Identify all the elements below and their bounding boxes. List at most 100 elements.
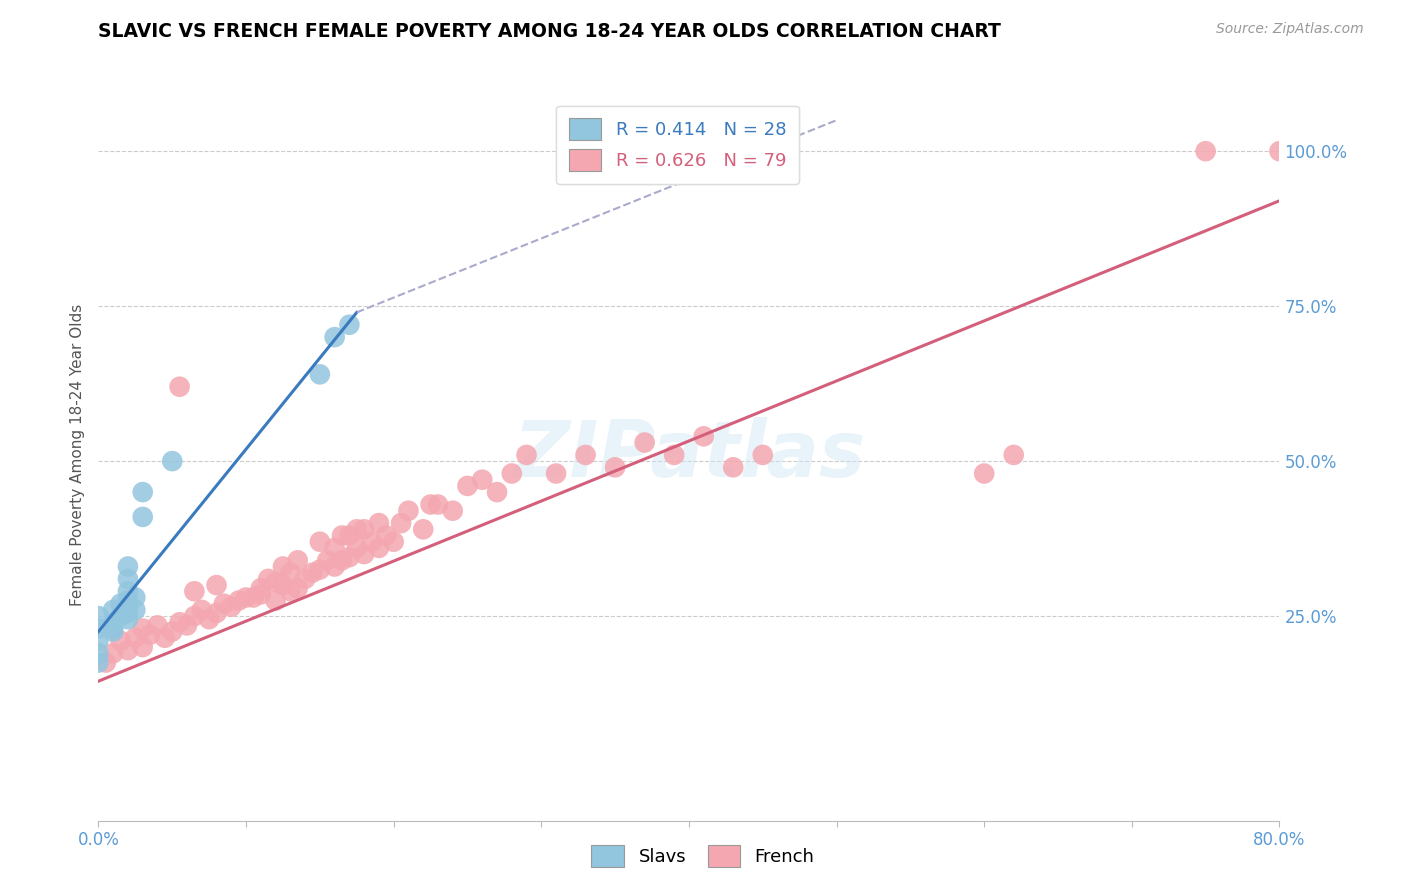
Point xyxy=(87,633,110,648)
Point xyxy=(257,572,280,586)
Point xyxy=(546,467,568,481)
Point xyxy=(486,485,509,500)
Point xyxy=(389,516,412,530)
Point xyxy=(117,584,139,599)
Point xyxy=(110,609,132,624)
Legend: Slavs, French: Slavs, French xyxy=(585,838,821,874)
Point xyxy=(198,612,221,626)
Point xyxy=(169,380,191,394)
Point xyxy=(382,534,405,549)
Point xyxy=(124,591,146,605)
Point xyxy=(973,467,995,481)
Point xyxy=(412,522,434,536)
Point xyxy=(103,646,125,660)
Point xyxy=(132,622,155,636)
Point xyxy=(419,498,441,512)
Text: SLAVIC VS FRENCH FEMALE POVERTY AMONG 18-24 YEAR OLDS CORRELATION CHART: SLAVIC VS FRENCH FEMALE POVERTY AMONG 18… xyxy=(98,22,1001,41)
Point xyxy=(117,643,139,657)
Point xyxy=(664,448,686,462)
Point xyxy=(228,593,250,607)
Point xyxy=(1195,144,1218,158)
Legend: R = 0.414   N = 28, R = 0.626   N = 79: R = 0.414 N = 28, R = 0.626 N = 79 xyxy=(557,105,799,184)
Point xyxy=(191,603,214,617)
Point xyxy=(316,553,339,567)
Point xyxy=(87,622,110,636)
Point xyxy=(132,509,155,524)
Point xyxy=(117,559,139,574)
Point xyxy=(212,597,235,611)
Point xyxy=(176,618,198,632)
Point xyxy=(353,522,375,536)
Point xyxy=(427,498,450,512)
Point xyxy=(368,516,391,530)
Point xyxy=(323,541,346,555)
Point xyxy=(117,612,139,626)
Point xyxy=(693,429,716,443)
Point xyxy=(1268,144,1291,158)
Point xyxy=(132,485,155,500)
Point xyxy=(648,144,671,158)
Point xyxy=(264,593,287,607)
Point xyxy=(360,534,382,549)
Point xyxy=(87,609,110,624)
Point xyxy=(117,572,139,586)
Point xyxy=(103,622,125,636)
Point xyxy=(287,553,309,567)
Point xyxy=(723,460,745,475)
Point xyxy=(132,640,155,654)
Point xyxy=(574,448,596,462)
Point xyxy=(441,504,464,518)
Point xyxy=(183,584,205,599)
Point xyxy=(396,504,419,518)
Point xyxy=(751,448,773,462)
Point xyxy=(515,448,537,462)
Point xyxy=(375,528,398,542)
Point xyxy=(183,609,205,624)
Point xyxy=(250,587,273,601)
Point xyxy=(153,631,176,645)
Point xyxy=(339,550,360,565)
Point xyxy=(309,368,332,382)
Point xyxy=(139,628,162,642)
Point xyxy=(117,606,139,620)
Point xyxy=(330,528,353,542)
Point xyxy=(162,624,183,639)
Point xyxy=(103,615,125,630)
Point xyxy=(242,591,264,605)
Point xyxy=(110,597,132,611)
Point xyxy=(169,615,191,630)
Point xyxy=(323,330,346,344)
Point xyxy=(294,572,316,586)
Point xyxy=(124,631,146,645)
Point xyxy=(162,454,183,468)
Point xyxy=(94,656,117,670)
Point xyxy=(250,581,273,595)
Point xyxy=(146,618,169,632)
Point xyxy=(323,559,346,574)
Point xyxy=(648,144,671,158)
Text: ZIPatlas: ZIPatlas xyxy=(513,417,865,493)
Point xyxy=(471,473,494,487)
Y-axis label: Female Poverty Among 18-24 Year Olds: Female Poverty Among 18-24 Year Olds xyxy=(70,304,86,606)
Point xyxy=(264,574,287,589)
Point xyxy=(1002,448,1025,462)
Point xyxy=(271,578,294,592)
Point xyxy=(301,566,323,580)
Point xyxy=(309,534,332,549)
Point xyxy=(278,584,302,599)
Point xyxy=(278,566,302,580)
Point xyxy=(271,559,294,574)
Point xyxy=(346,541,368,555)
Point xyxy=(346,522,368,536)
Point xyxy=(110,633,132,648)
Point xyxy=(87,646,110,660)
Point xyxy=(117,599,139,614)
Point xyxy=(339,528,360,542)
Point xyxy=(309,563,332,577)
Point xyxy=(605,460,627,475)
Point xyxy=(205,606,228,620)
Point xyxy=(339,318,360,332)
Point xyxy=(103,624,125,639)
Point xyxy=(287,581,309,595)
Point xyxy=(633,435,655,450)
